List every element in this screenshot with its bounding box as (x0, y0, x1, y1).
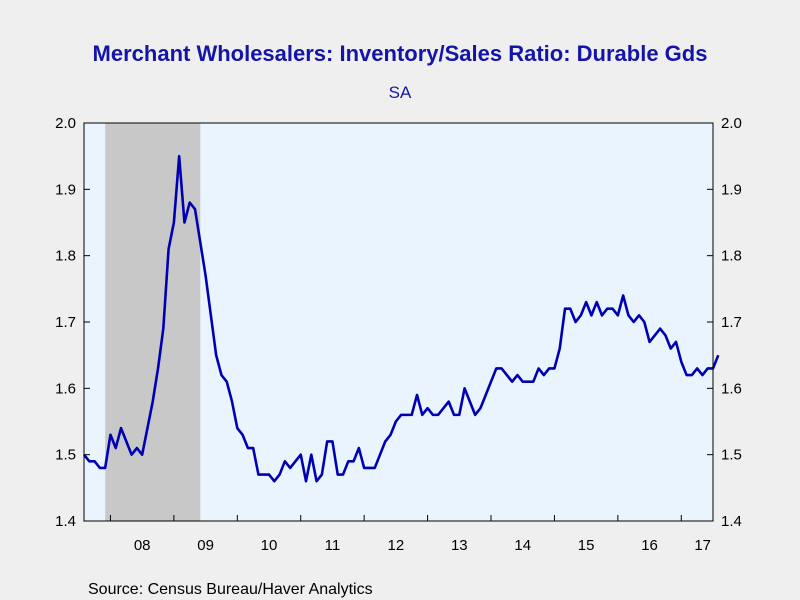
x-tick-label: 09 (197, 537, 214, 554)
y-tick-label-right: 1.9 (721, 181, 742, 198)
y-tick-label-right: 1.8 (721, 248, 742, 265)
y-tick-label-left: 1.7 (55, 314, 76, 331)
series-line (83, 154, 720, 483)
y-tick-label-right: 2.0 (721, 115, 742, 132)
chart-title: Merchant Wholesalers: Inventory/Sales Ra… (93, 41, 708, 66)
y-tick-label-left: 1.4 (55, 513, 76, 530)
x-tick-label: 08 (134, 537, 151, 554)
x-tick-label: 13 (451, 537, 468, 554)
y-tick-label-right: 1.7 (721, 314, 742, 331)
plot-frame (83, 122, 714, 522)
y-tick-label-left: 1.5 (55, 447, 76, 464)
x-tick-label: 16 (641, 537, 658, 554)
y-tick-label-right: 1.6 (721, 380, 742, 397)
x-tick-label: 17 (694, 537, 711, 554)
source-note: Source: Census Bureau/Haver Analytics (88, 581, 373, 598)
x-tick-label: 15 (578, 537, 595, 554)
y-tick-label-right: 1.5 (721, 447, 742, 464)
x-tick-label: 10 (261, 537, 278, 554)
y-tick-label-left: 1.8 (55, 248, 76, 265)
x-tick-label: 14 (514, 537, 531, 554)
y-tick-label-left: 1.9 (55, 181, 76, 198)
y-tick-label-left: 2.0 (55, 115, 76, 132)
x-tick-label: 12 (388, 537, 405, 554)
y-tick-label-right: 1.4 (721, 513, 742, 530)
axis-ticks: 1.4 1.4 1.5 1.5 1.6 1.6 1.7 1.7 1.8 1.8 1.9 1.9 2.0 2… (55, 115, 742, 554)
x-tick-label: 11 (325, 537, 341, 554)
recession-shading (105, 123, 201, 521)
y-tick-label-left: 1.6 (55, 380, 76, 397)
chart-subtitle: SA (389, 83, 412, 102)
